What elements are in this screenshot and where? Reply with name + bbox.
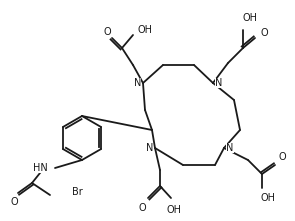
- Text: OH: OH: [260, 193, 276, 203]
- Text: O: O: [138, 203, 146, 213]
- Text: Br: Br: [72, 187, 83, 197]
- Text: OH: OH: [242, 13, 258, 23]
- Text: OH: OH: [137, 25, 153, 35]
- Text: O: O: [278, 152, 286, 162]
- Text: O: O: [260, 28, 268, 38]
- Text: OH: OH: [166, 205, 181, 215]
- Text: N: N: [226, 143, 233, 153]
- Text: O: O: [103, 27, 111, 37]
- Text: N: N: [146, 143, 153, 153]
- Text: HN: HN: [33, 163, 48, 173]
- Text: N: N: [215, 78, 222, 88]
- Text: N: N: [134, 78, 141, 88]
- Text: O: O: [10, 197, 18, 207]
